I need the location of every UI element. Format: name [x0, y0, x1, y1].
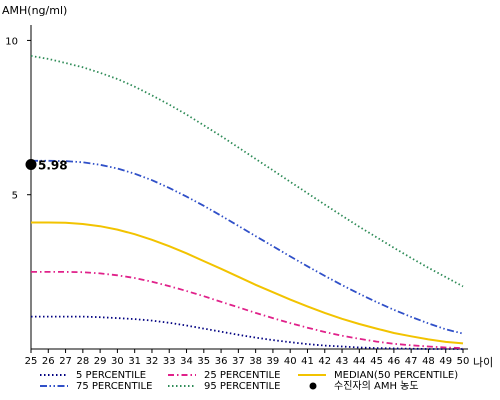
x-tick-label: 28 [76, 356, 89, 367]
legend-label: MEDIAN(50 PERCENTILE) [334, 370, 458, 381]
series-line-75-percentile [31, 159, 464, 335]
series-line-median-50-percentile [31, 221, 464, 345]
y-ticks: 5 10 [5, 36, 31, 202]
x-tick-label: 35 [197, 356, 210, 367]
patient-amh-point [25, 158, 37, 170]
x-tick-label: 36 [215, 356, 228, 367]
y-tick-label: 5 [12, 191, 18, 202]
legend-label: 75 PERCENTILE [76, 381, 152, 392]
series-lines [30, 55, 464, 350]
x-tick-label: 48 [422, 356, 435, 367]
legend-label: 25 PERCENTILE [204, 370, 280, 381]
series-line-5-percentile [31, 315, 463, 350]
x-tick-label: 42 [318, 356, 331, 367]
x-tick-label: 46 [388, 356, 401, 367]
patient-marker: 5.98 [25, 158, 68, 172]
x-tick-label: 33 [163, 356, 176, 367]
x-tick-label: 39 [267, 356, 280, 367]
x-tick-label: 47 [405, 356, 418, 367]
y-tick-label: 10 [5, 36, 18, 47]
legend-marker-label: 수진자의 AMH 농도 [334, 380, 419, 392]
x-tick-label: 49 [439, 356, 452, 367]
x-tick-label: 34 [180, 356, 193, 367]
x-axis-label: 나이 [473, 356, 493, 369]
x-tick-label: 26 [42, 356, 55, 367]
legend: 5 PERCENTILE 25 PERCENTILE MEDIAN(50 PERCE… [40, 370, 458, 392]
x-tick-label: 41 [301, 356, 314, 367]
x-tick-label: 38 [249, 356, 262, 367]
legend-marker-dot [309, 382, 317, 390]
patient-amh-value-label: 5.98 [38, 158, 68, 172]
x-tick-label: 32 [146, 356, 159, 367]
series-line-25-percentile [31, 270, 464, 349]
legend-label: 95 PERCENTILE [204, 381, 280, 392]
x-tick-label: 50 [457, 356, 470, 367]
x-tick-label: 29 [94, 356, 107, 367]
x-tick-label: 30 [111, 356, 124, 367]
x-ticks: 25 26 27 28 29 30 31 32 33 34 35 36 37 38 39 40 41 42 43 44… [25, 349, 470, 367]
x-tick-label: 25 [25, 356, 38, 367]
x-tick-label: 43 [336, 356, 349, 367]
legend-label: 5 PERCENTILE [76, 370, 146, 381]
x-tick-label: 40 [284, 356, 297, 367]
x-tick-label: 27 [59, 356, 72, 367]
x-tick-label: 31 [128, 356, 141, 367]
series-line-95-percentile [30, 55, 464, 288]
y-axis-label: AMH(ng/ml) [2, 4, 67, 17]
x-tick-label: 44 [353, 356, 366, 367]
x-tick-label: 45 [370, 356, 383, 367]
x-tick-label: 37 [232, 356, 245, 367]
